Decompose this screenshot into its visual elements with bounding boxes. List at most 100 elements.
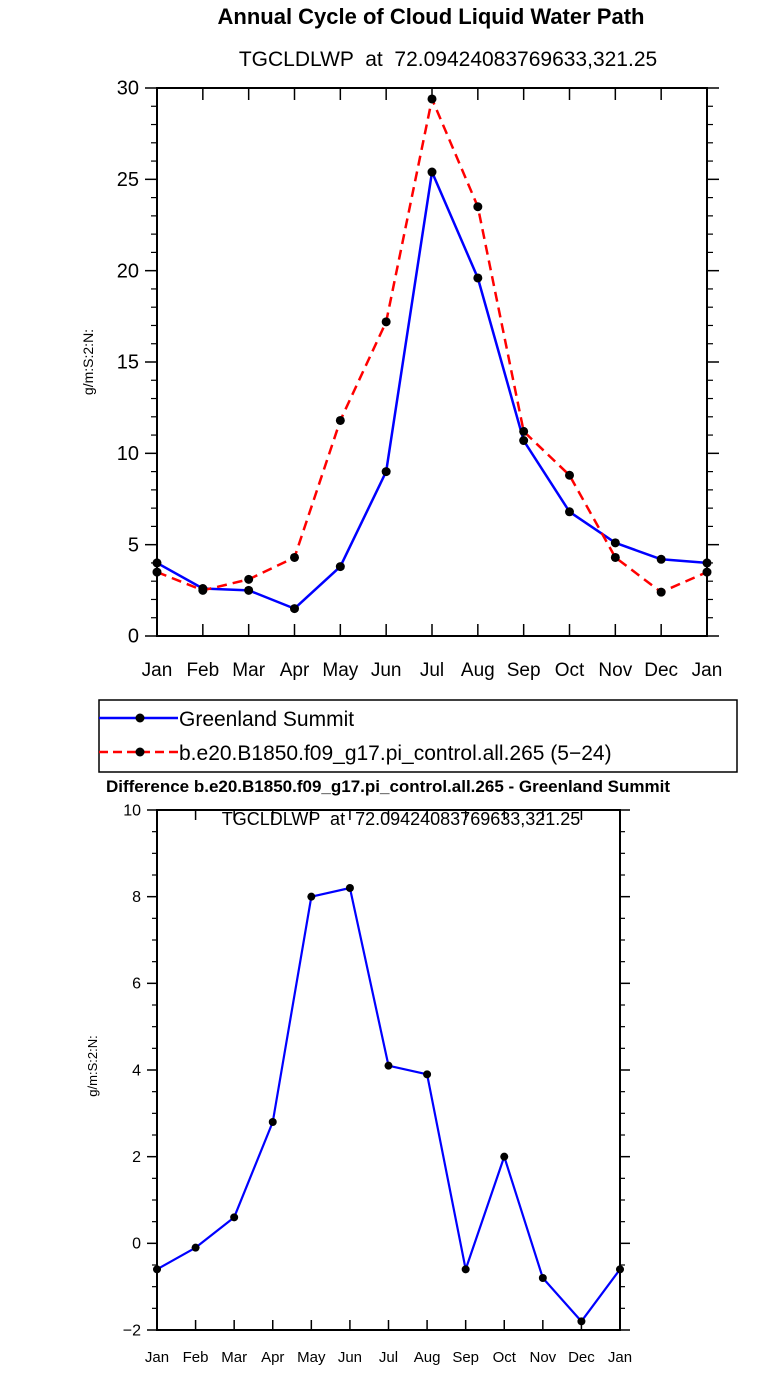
chart-2-y-tick-labels: −2 0 2 4 6 8 10 [123, 802, 141, 1339]
data-point-series-2 [381, 317, 391, 327]
chart-2-axes [147, 809, 630, 1331]
x-tick-label: Apr [261, 1349, 284, 1366]
y-tick-label: −2 [123, 1322, 141, 1339]
x-tick-label: Aug [461, 660, 495, 681]
data-point-series-1 [616, 1265, 624, 1274]
x-tick-label: Mar [232, 660, 265, 681]
plot-frame [156, 809, 621, 1331]
x-tick-label: Jun [338, 1349, 362, 1366]
data-point-series-1 [307, 892, 316, 901]
x-tick-label: Sep [452, 1349, 479, 1366]
data-point-series-2 [152, 567, 162, 577]
x-tick-label: Feb [186, 660, 219, 681]
data-point-series-1 [381, 467, 391, 477]
data-point-series-2 [473, 202, 483, 212]
chart-2-plot-area [153, 884, 624, 1326]
x-tick-label: Jul [420, 660, 444, 681]
chart-2-y-axis-label: g/m:S:2:N: [85, 1035, 100, 1096]
data-point-series-2 [198, 585, 208, 595]
data-point-series-1 [702, 558, 712, 568]
x-tick-label: Oct [555, 660, 585, 681]
data-point-series-1 [461, 1265, 470, 1274]
data-point-series-2 [244, 574, 254, 584]
x-tick-label: Jul [379, 1349, 398, 1366]
difference-chart: Difference b.e20.B1850.f09_g17.pi_contro… [85, 777, 670, 1366]
chart-2-title: Difference b.e20.B1850.f09_g17.pi_contro… [106, 777, 670, 796]
x-tick-label: Jan [608, 1349, 632, 1366]
y-tick-label: 4 [132, 1062, 141, 1079]
x-tick-label: Nov [598, 660, 632, 681]
data-point-series-1 [152, 558, 162, 568]
x-tick-label: Jan [142, 660, 173, 681]
legend-label-model-run: b.e20.B1850.f09_g17.pi_control.all.265 (… [179, 742, 612, 765]
x-tick-label: Jan [145, 1349, 169, 1366]
data-point-series-2 [610, 552, 620, 562]
data-point-series-1 [153, 1265, 161, 1274]
y-tick-label: 10 [117, 443, 139, 465]
x-tick-label: Mar [221, 1349, 247, 1366]
x-tick-label: Nov [529, 1349, 556, 1366]
chart-1-legend: Greenland Summit b.e20.B1850.f09_g17.pi_… [98, 699, 738, 773]
chart-1-subtitle: TGCLDLWP at 72.09424083769633,321.25 [239, 48, 657, 71]
y-tick-label: 30 [117, 78, 139, 100]
data-point-series-1 [290, 604, 299, 614]
chart-1-axes [145, 87, 719, 637]
y-tick-label: 20 [117, 260, 139, 282]
x-tick-label: May [297, 1349, 326, 1366]
data-point-series-1 [565, 507, 574, 517]
chart-1-y-axis-label: g/m:S:2:N: [80, 329, 96, 395]
data-point-series-2 [290, 552, 299, 562]
data-point-series-2 [565, 470, 574, 480]
chart-2-subtitle: TGCLDLWP at 72.09424083769633,321.25 [222, 809, 581, 829]
x-tick-label: Feb [183, 1349, 209, 1366]
data-point-series-1 [473, 273, 483, 283]
x-tick-label: Oct [493, 1349, 517, 1366]
chart-1-y-tick-labels: 0 5 10 15 20 25 30 [117, 78, 139, 648]
data-point-series-1 [191, 1243, 200, 1252]
x-tick-label: Jan [692, 660, 723, 681]
y-tick-label: 5 [128, 534, 139, 556]
data-point-series-1 [244, 585, 254, 595]
data-point-series-2 [656, 587, 666, 597]
data-point-series-1 [500, 1152, 509, 1161]
y-tick-label: 8 [132, 889, 141, 906]
x-tick-label: Aug [414, 1349, 441, 1366]
data-point-series-1 [268, 1118, 277, 1126]
x-tick-label: Jun [371, 660, 402, 681]
data-point-series-1 [427, 167, 437, 177]
data-point-series-1 [230, 1213, 239, 1222]
series-line-1 [156, 170, 708, 610]
data-point-series-2 [702, 567, 712, 577]
data-point-series-1 [335, 562, 345, 572]
chart-2-x-tick-labels: Jan Feb Mar Apr May Jun Jul Aug Sep Oct Nov Dec Jan [145, 1349, 632, 1366]
data-point-series-1 [610, 538, 620, 548]
data-point-series-1 [345, 884, 354, 892]
chart-1-x-tick-labels: Jan Feb Mar Apr May Jun Jul Aug Sep Oct Nov Dec Jan [142, 660, 723, 681]
x-tick-label: Dec [644, 660, 678, 681]
chart-1-title: Annual Cycle of Cloud Liquid Water Path [218, 4, 645, 29]
data-point-series-2 [427, 94, 437, 104]
x-tick-label: Sep [507, 660, 541, 681]
y-tick-label: 0 [128, 626, 139, 648]
data-point-series-1 [577, 1317, 586, 1326]
data-point-series-2 [335, 415, 345, 425]
chart-1-plot-area [152, 94, 712, 614]
data-point-series-1 [519, 436, 529, 446]
y-tick-label: 6 [132, 976, 141, 993]
x-tick-label: May [322, 660, 358, 681]
series-line-1 [156, 886, 621, 1323]
data-point-series-1 [384, 1061, 393, 1070]
data-point-series-1 [538, 1274, 547, 1282]
x-tick-label: Apr [280, 660, 310, 681]
x-tick-label: Dec [568, 1349, 595, 1366]
annual-cycle-chart: Annual Cycle of Cloud Liquid Water Path … [80, 4, 722, 681]
data-point-series-1 [656, 554, 666, 564]
data-point-series-1 [423, 1070, 432, 1079]
legend-marker-model-run [135, 747, 145, 757]
legend-box [98, 699, 738, 773]
y-tick-label: 25 [117, 169, 139, 191]
y-tick-label: 2 [132, 1149, 141, 1166]
legend-marker-greenland-summit [135, 713, 145, 723]
data-point-series-2 [519, 426, 529, 436]
y-tick-label: 10 [123, 802, 141, 819]
